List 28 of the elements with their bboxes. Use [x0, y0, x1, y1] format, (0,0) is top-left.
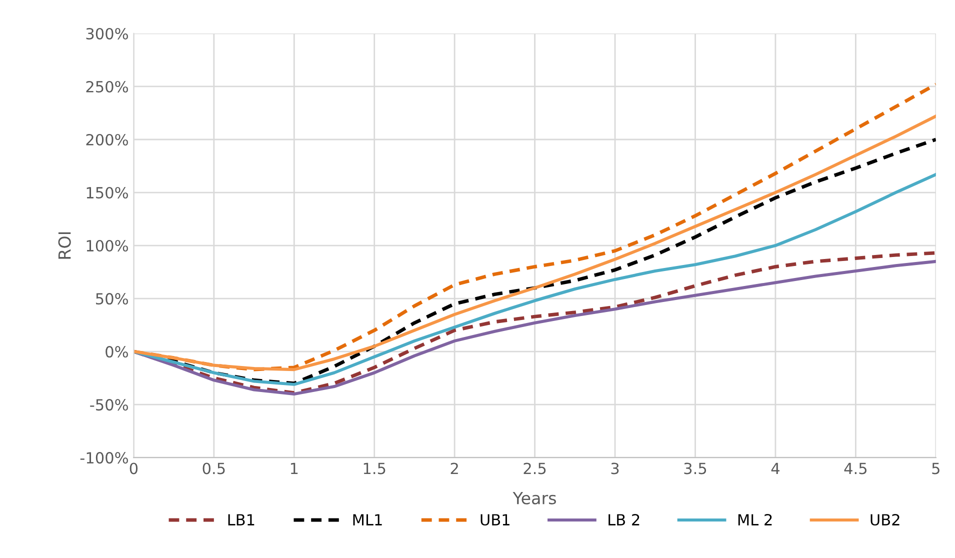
x-tick-label: 2.5: [524, 462, 546, 474]
x-tick-label: 4: [771, 462, 780, 474]
y-tick-label: -50%: [90, 399, 128, 411]
legend-label: LB 2: [608, 514, 640, 526]
y-tick-label: 50%: [96, 292, 128, 305]
x-tick-label: 0.5: [202, 462, 225, 474]
legend-label: ML1: [353, 514, 382, 526]
y-axis-title: ROI: [58, 232, 71, 259]
y-tick-label: -100%: [80, 452, 128, 464]
y-tick-label: 0%: [106, 346, 128, 358]
x-tick-label: 0: [130, 462, 138, 474]
y-tick-label: 250%: [86, 80, 128, 93]
x-tick-label: 1: [290, 462, 298, 474]
x-tick-label: 5: [932, 462, 940, 474]
x-tick-label: 1.5: [364, 462, 386, 474]
legend-label: LB1: [228, 514, 254, 526]
y-tick-label: 200%: [86, 134, 128, 146]
x-tick-label: 3.5: [684, 462, 706, 474]
x-tick-label: 2: [450, 462, 458, 474]
legend-label: UB1: [480, 514, 510, 526]
y-tick-label: 150%: [86, 186, 128, 199]
y-tick-label: 300%: [86, 28, 128, 40]
x-tick-label: 4.5: [844, 462, 866, 474]
legend-label: ML 2: [738, 514, 772, 526]
y-tick-label: 100%: [86, 240, 128, 252]
legend-label: UB2: [870, 514, 900, 526]
x-axis-title: Years: [512, 492, 556, 504]
x-tick-label: 3: [611, 462, 619, 474]
